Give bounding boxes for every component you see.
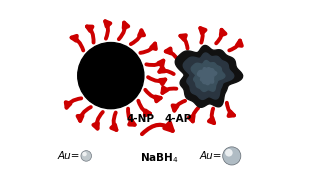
Text: Au=: Au= — [199, 151, 222, 161]
Text: Au=: Au= — [58, 151, 80, 161]
Text: NaBH$_4$: NaBH$_4$ — [140, 151, 178, 165]
Circle shape — [81, 151, 92, 161]
Circle shape — [225, 149, 233, 156]
Circle shape — [78, 43, 144, 109]
Text: 4-NP: 4-NP — [126, 114, 154, 124]
Polygon shape — [175, 45, 243, 107]
Circle shape — [82, 152, 87, 156]
Circle shape — [223, 147, 241, 165]
Polygon shape — [197, 68, 217, 85]
Polygon shape — [183, 53, 234, 99]
Text: 4-AP: 4-AP — [164, 114, 191, 124]
Polygon shape — [191, 60, 225, 91]
